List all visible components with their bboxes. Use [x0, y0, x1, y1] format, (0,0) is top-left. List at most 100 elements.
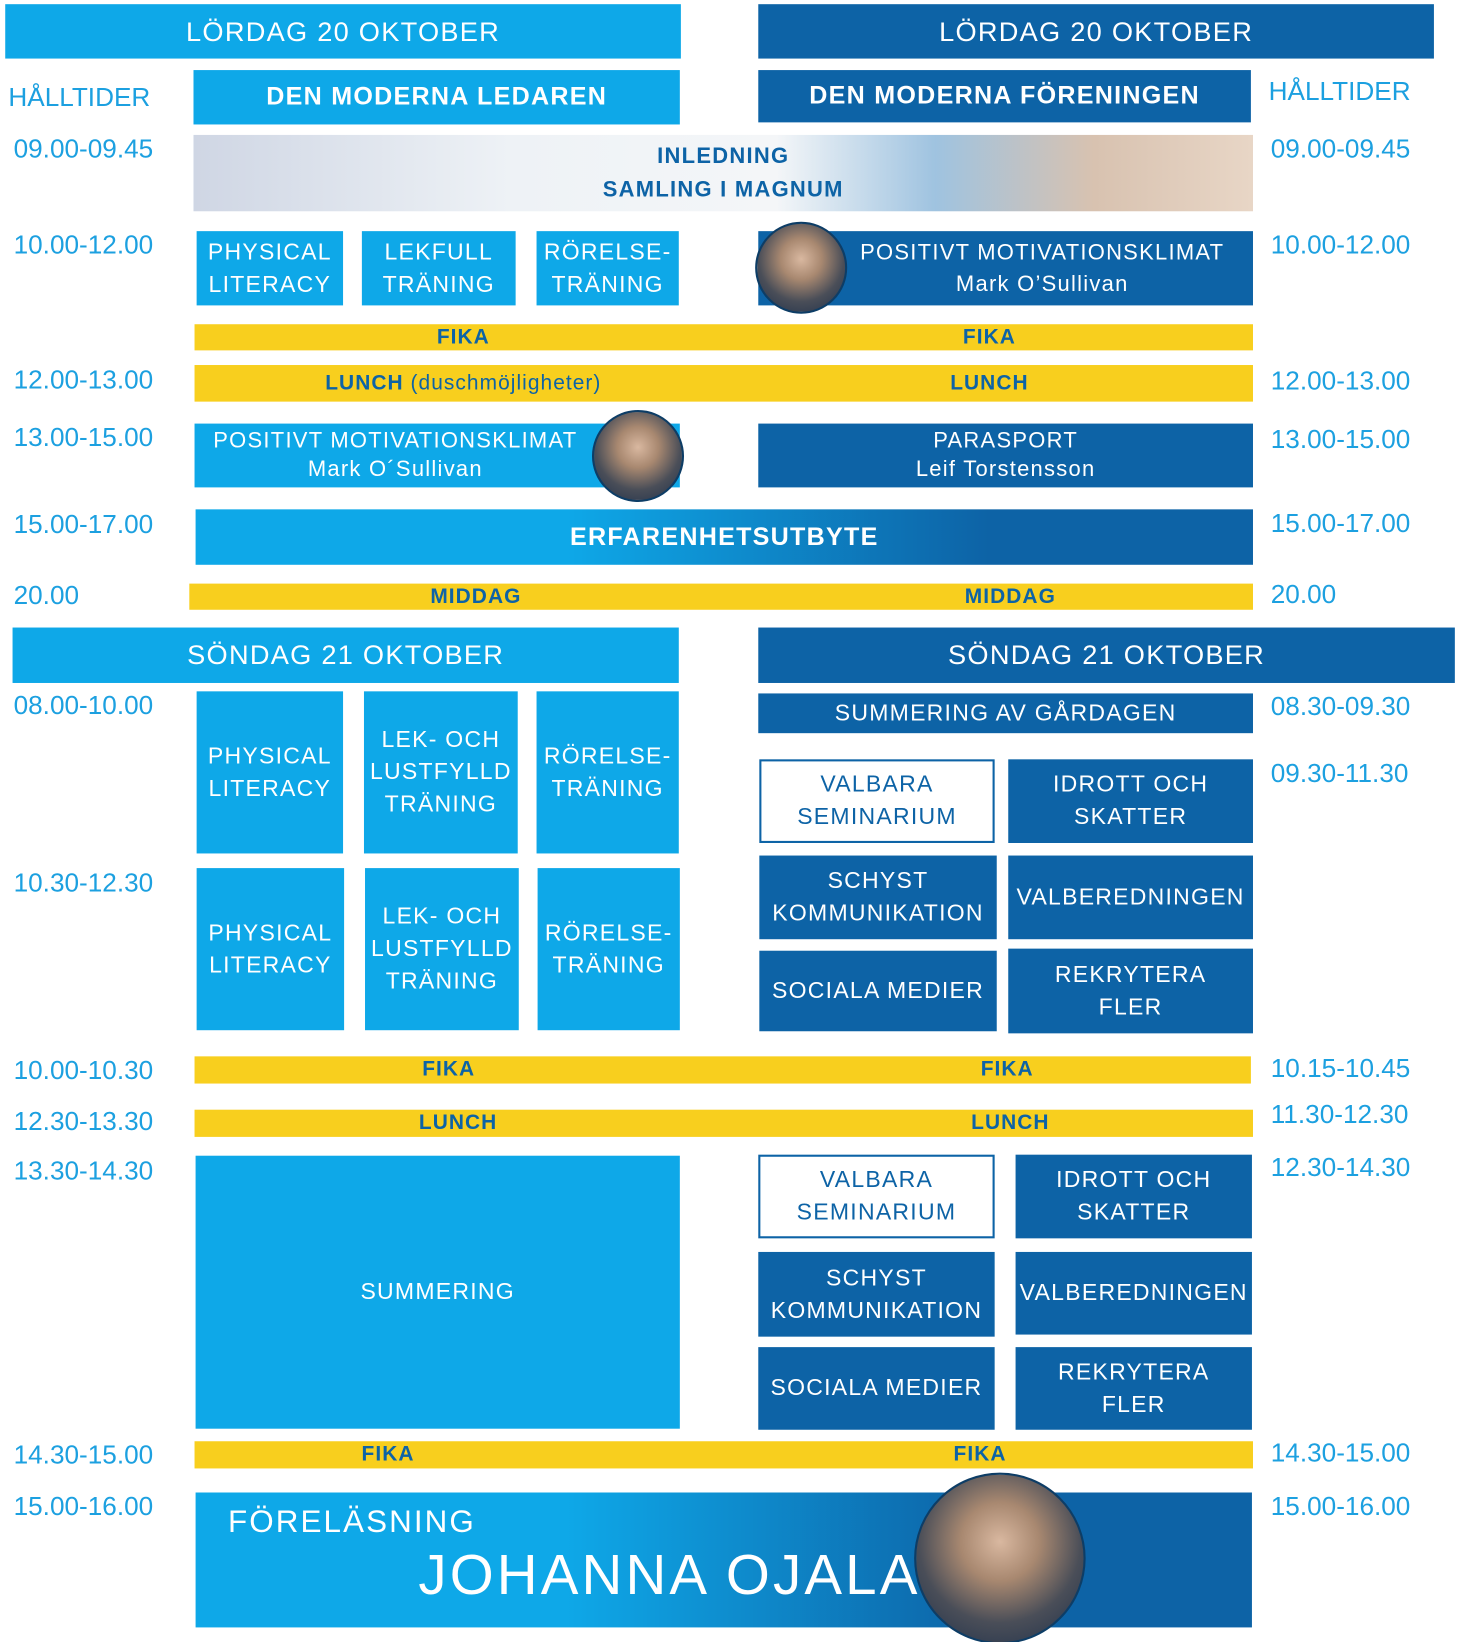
- track-title-text: DEN MODERNA LEDAREN: [266, 82, 608, 112]
- seminar: IDROTT OCH SKATTER: [1008, 759, 1253, 843]
- seminar-text: IDROTT OCH SKATTER: [1052, 771, 1209, 830]
- seminar: VALBARA SEMINARIUM: [758, 1154, 995, 1239]
- session-text: POSITIVT MOTIVATIONSKLIMAT: [860, 240, 1225, 265]
- time-label: 13.30-14.30: [13, 1156, 154, 1186]
- bar-label: LUNCH: [950, 371, 1029, 395]
- session: PHYSICAL LITERACY: [196, 231, 344, 306]
- bar-label: FIKA: [962, 325, 1016, 349]
- session: LEKFULL TRÄNING: [361, 231, 516, 306]
- seminar: SOCIALA MEDIER: [759, 950, 997, 1032]
- day-header: SÖNDAG 21 OKTOBER: [12, 627, 679, 683]
- seminar-text: REKRYTERA FLER: [1057, 1358, 1210, 1417]
- seminar: VALBARA SEMINARIUM: [759, 759, 995, 843]
- fika-bar: [194, 1056, 1251, 1084]
- fika-bar: [194, 1441, 1253, 1469]
- intro-banner: INLEDNING SAMLING I MAGNUM: [193, 134, 1253, 212]
- time-label: 15.00-17.00: [13, 509, 154, 540]
- session: RÖRELSE- TRÄNING: [537, 868, 680, 1031]
- seminar: REKRYTERA FLER: [1008, 948, 1253, 1034]
- bar-label: FIKA: [953, 1442, 1007, 1466]
- seminar-text: SCHYST KOMMUNIKATION: [770, 1264, 983, 1323]
- lunch-bar: [194, 1109, 1253, 1137]
- bar-label: FIKA: [436, 325, 490, 349]
- lecture-speaker: JOHANNA OJALA: [418, 1543, 921, 1607]
- seminar: REKRYTERA FLER: [1015, 1347, 1252, 1430]
- day-header-text: SÖNDAG 21 OKTOBER: [187, 639, 505, 671]
- session: PARASPORT Leif Torstensson: [758, 423, 1253, 488]
- day-header: SÖNDAG 21 OKTOBER: [758, 627, 1455, 683]
- session: RÖRELSE- TRÄNING: [536, 231, 679, 306]
- seminar-text: REKRYTERA FLER: [1054, 960, 1207, 1020]
- seminar: VALBEREDNINGEN: [1015, 1251, 1252, 1335]
- time-label: 09.00-09.45: [1270, 134, 1411, 164]
- session-text: RÖRELSE- TRÄNING: [543, 238, 672, 297]
- time-label: 13.00-15.00: [1270, 425, 1411, 455]
- day-header-text: SÖNDAG 21 OKTOBER: [948, 639, 1266, 671]
- session: LEK- OCH LUSTFYLLD TRÄNING: [365, 868, 519, 1031]
- time-label: 10.00-12.00: [1270, 230, 1411, 260]
- session: LEK- OCH LUSTFYLLD TRÄNING: [363, 691, 518, 854]
- session-text: LEK- OCH LUSTFYLLD TRÄNING: [371, 902, 513, 994]
- session-text: PHYSICAL LITERACY: [208, 919, 333, 978]
- time-label: 20.00: [1270, 579, 1337, 610]
- session-text: PARASPORT: [933, 429, 1078, 454]
- session: PHYSICAL LITERACY: [196, 868, 345, 1031]
- day-header: LÖRDAG 20 OKTOBER: [758, 4, 1434, 59]
- time-label: 15.00-17.00: [1270, 508, 1411, 539]
- lecture: FÖRELÄSNING JOHANNA OJALA: [195, 1492, 1252, 1628]
- seminar-text: VALBARA SEMINARIUM: [797, 771, 957, 830]
- speaker-photo: [591, 409, 685, 503]
- seminar: IDROTT OCH SKATTER: [1015, 1154, 1252, 1239]
- lecture-label: FÖRELÄSNING: [228, 1505, 476, 1540]
- time-label: 08.30-09.30: [1270, 691, 1411, 722]
- time-label: 10.30-12.30: [13, 868, 154, 898]
- time-label: 12.00-13.00: [1270, 366, 1411, 396]
- session-text: POSITIVT MOTIVATIONSKLIMAT: [213, 429, 578, 454]
- time-label: 10.00-10.30: [13, 1055, 154, 1086]
- summary-text: SUMMERING: [360, 1278, 515, 1305]
- time-label: 09.30-11.30: [1270, 758, 1409, 789]
- session-text: RÖRELSE- TRÄNING: [544, 919, 673, 978]
- bar-label: FIKA: [422, 1057, 476, 1081]
- bar-label: MIDDAG: [430, 585, 522, 609]
- times-heading: HÅLLTIDER: [8, 83, 151, 113]
- seminar-text: SOCIALA MEDIER: [770, 1374, 983, 1401]
- lunch-label: LUNCH (duschmöjligheter): [325, 372, 601, 396]
- lunch-text: LUNCH: [325, 371, 404, 395]
- session-text: Mark O´Sullivan: [307, 456, 483, 481]
- seminar-text: SOCIALA MEDIER: [772, 976, 984, 1004]
- seminar-text: IDROTT OCH SKATTER: [1056, 1166, 1212, 1225]
- session-text: LEKFULL TRÄNING: [382, 238, 495, 297]
- time-label: 15.00-16.00: [13, 1491, 154, 1522]
- times-heading: HÅLLTIDER: [1268, 76, 1411, 107]
- bar-label: MIDDAG: [964, 585, 1056, 609]
- seminar: SCHYST KOMMUNIKATION: [758, 1251, 995, 1337]
- session-text: PHYSICAL LITERACY: [207, 238, 332, 297]
- time-label: 12.00-13.00: [13, 365, 154, 395]
- intro-banner-text: SAMLING I MAGNUM: [602, 177, 844, 202]
- bar-label: FIKA: [980, 1057, 1034, 1081]
- fika-bar: [194, 324, 1253, 351]
- intro-banner-text: INLEDNING: [657, 144, 790, 169]
- speaker-photo: [914, 1472, 1086, 1642]
- speaker-photo: [755, 221, 848, 314]
- bar-label: FIKA: [361, 1442, 415, 1466]
- lunch-bar: [194, 365, 1253, 402]
- session: RÖRELSE- TRÄNING: [536, 691, 679, 854]
- time-label: 10.00-12.00: [13, 230, 154, 260]
- track-title: DEN MODERNA FÖRENINGEN: [758, 70, 1251, 123]
- recap-text: SUMMERING AV GÅRDAGEN: [834, 699, 1177, 726]
- day-header: LÖRDAG 20 OKTOBER: [5, 4, 681, 59]
- time-label: 11.30-12.30: [1270, 1099, 1409, 1130]
- time-label: 15.00-16.00: [1270, 1491, 1411, 1522]
- track-title: DEN MODERNA LEDAREN: [193, 70, 680, 125]
- track-title-text: DEN MODERNA FÖRENINGEN: [809, 81, 1200, 111]
- day-header-text: LÖRDAG 20 OKTOBER: [939, 15, 1254, 47]
- session-text: Leif Torstensson: [915, 456, 1096, 481]
- time-label: 13.00-15.00: [13, 423, 154, 453]
- time-label: 14.30-15.00: [1270, 1438, 1411, 1468]
- seminar: SCHYST KOMMUNIKATION: [759, 855, 997, 940]
- bar-label: LUNCH: [971, 1111, 1050, 1135]
- exchange: ERFARENHETSUTBYTE: [195, 509, 1253, 565]
